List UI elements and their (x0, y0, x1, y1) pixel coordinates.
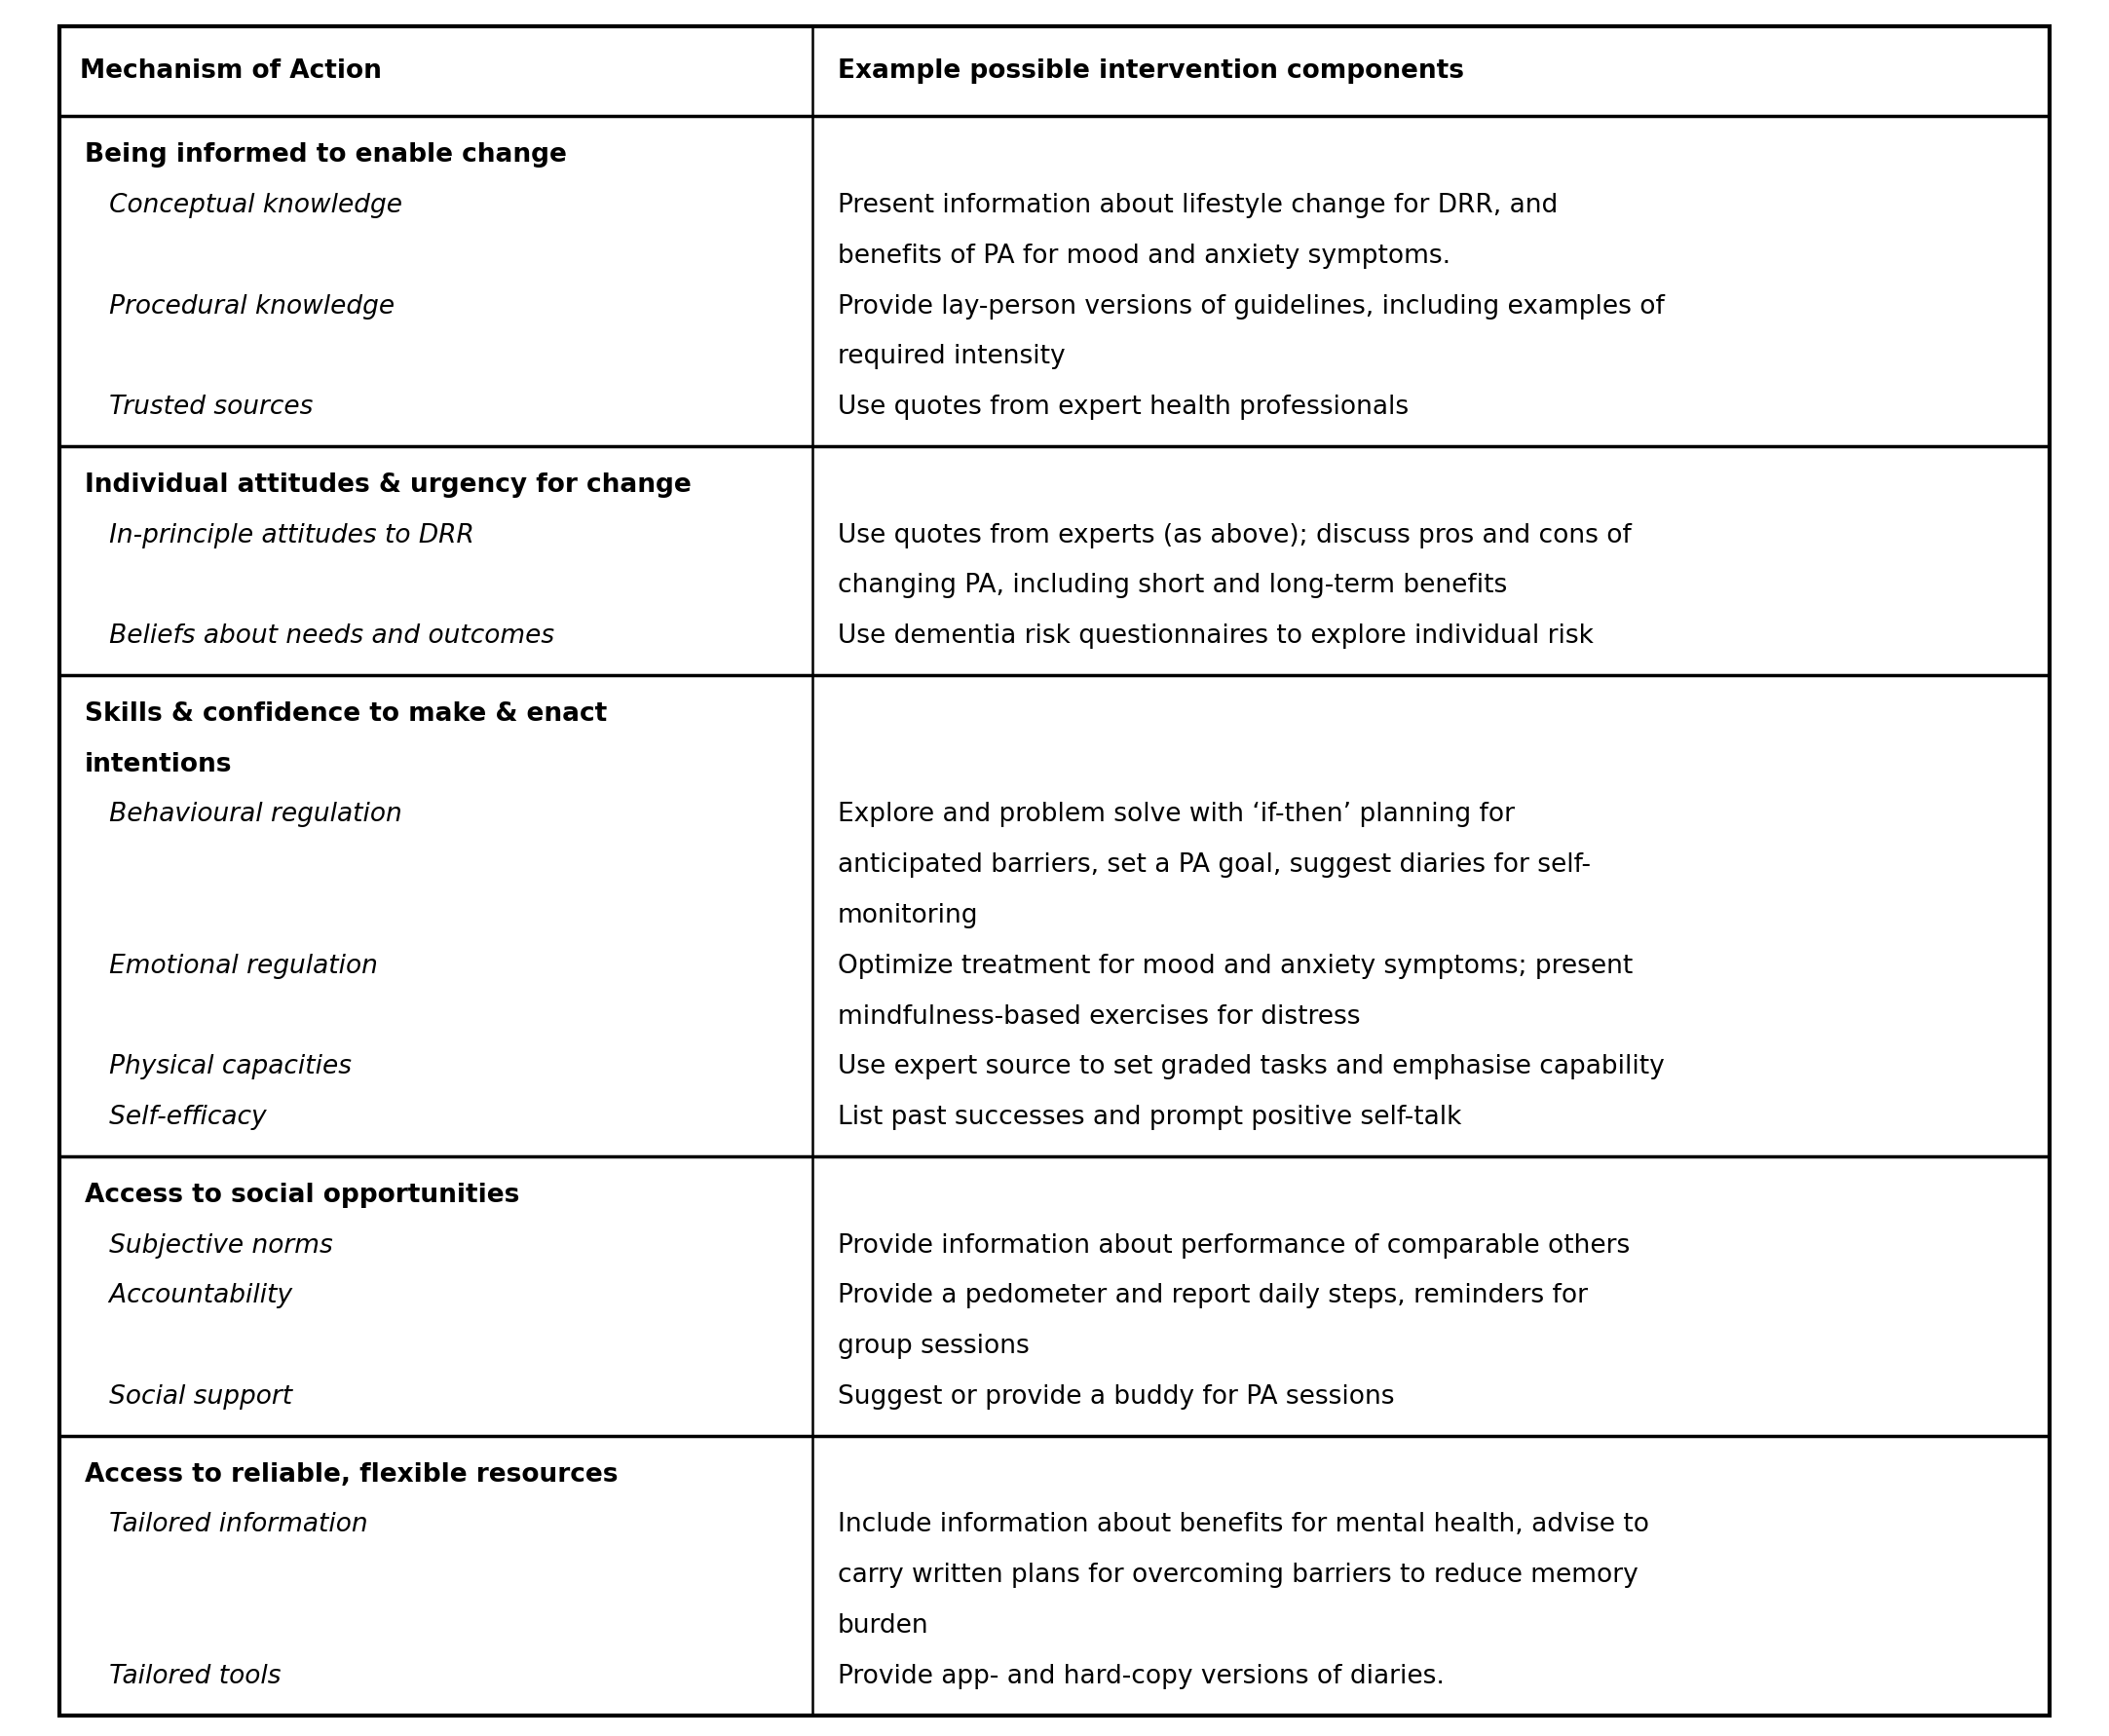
Text: Provide lay-person versions of guidelines, including examples of: Provide lay-person versions of guideline… (837, 293, 1664, 319)
Text: Present information about lifestyle change for DRR, and: Present information about lifestyle chan… (837, 193, 1556, 219)
Text: intentions: intentions (84, 752, 232, 778)
Text: Tailored tools: Tailored tools (84, 1663, 280, 1689)
Text: Beliefs about needs and outcomes: Beliefs about needs and outcomes (84, 623, 555, 649)
Text: Example possible intervention components: Example possible intervention components (837, 59, 1464, 83)
Text: Access to reliable, flexible resources: Access to reliable, flexible resources (84, 1462, 618, 1488)
Text: Being informed to enable change: Being informed to enable change (84, 142, 567, 168)
Text: Use quotes from experts (as above); discuss pros and cons of: Use quotes from experts (as above); disc… (837, 523, 1630, 549)
Text: Provide information about performance of comparable others: Provide information about performance of… (837, 1233, 1630, 1259)
Text: Use quotes from expert health professionals: Use quotes from expert health profession… (837, 394, 1409, 420)
Text: Individual attitudes & urgency for change: Individual attitudes & urgency for chang… (84, 472, 692, 498)
Text: Subjective norms: Subjective norms (84, 1233, 333, 1259)
Text: anticipated barriers, set a PA goal, suggest diaries for self-: anticipated barriers, set a PA goal, sug… (837, 852, 1590, 878)
Text: Tailored information: Tailored information (84, 1512, 367, 1538)
Text: In-principle attitudes to DRR: In-principle attitudes to DRR (84, 523, 475, 549)
Text: Conceptual knowledge: Conceptual knowledge (84, 193, 403, 219)
Text: Optimize treatment for mood and anxiety symptoms; present: Optimize treatment for mood and anxiety … (837, 953, 1632, 979)
Text: Accountability: Accountability (84, 1283, 291, 1309)
Text: Trusted sources: Trusted sources (84, 394, 312, 420)
Text: benefits of PA for mood and anxiety symptoms.: benefits of PA for mood and anxiety symp… (837, 243, 1451, 269)
Text: burden: burden (837, 1613, 928, 1639)
Text: Access to social opportunities: Access to social opportunities (84, 1182, 519, 1208)
Text: Provide a pedometer and report daily steps, reminders for: Provide a pedometer and report daily ste… (837, 1283, 1588, 1309)
Text: monitoring: monitoring (837, 903, 979, 929)
Text: changing PA, including short and long-term benefits: changing PA, including short and long-te… (837, 573, 1506, 599)
Text: Emotional regulation: Emotional regulation (84, 953, 378, 979)
Text: Behavioural regulation: Behavioural regulation (84, 802, 401, 828)
Text: group sessions: group sessions (837, 1333, 1029, 1359)
Text: Skills & confidence to make & enact: Skills & confidence to make & enact (84, 701, 607, 727)
Text: List past successes and prompt positive self-talk: List past successes and prompt positive … (837, 1104, 1462, 1130)
Text: mindfulness-based exercises for distress: mindfulness-based exercises for distress (837, 1003, 1360, 1029)
Text: Physical capacities: Physical capacities (84, 1054, 352, 1080)
Text: Social support: Social support (84, 1384, 291, 1410)
Text: Use dementia risk questionnaires to explore individual risk: Use dementia risk questionnaires to expl… (837, 623, 1592, 649)
Text: Self-efficacy: Self-efficacy (84, 1104, 266, 1130)
Text: Provide app- and hard-copy versions of diaries.: Provide app- and hard-copy versions of d… (837, 1663, 1445, 1689)
Text: Include information about benefits for mental health, advise to: Include information about benefits for m… (837, 1512, 1649, 1538)
Text: Explore and problem solve with ‘if-then’ planning for: Explore and problem solve with ‘if-then’… (837, 802, 1514, 828)
Text: Suggest or provide a buddy for PA sessions: Suggest or provide a buddy for PA sessio… (837, 1384, 1394, 1410)
Text: Procedural knowledge: Procedural knowledge (84, 293, 394, 319)
Text: required intensity: required intensity (837, 344, 1065, 370)
Text: Mechanism of Action: Mechanism of Action (80, 59, 382, 83)
Text: Use expert source to set graded tasks and emphasise capability: Use expert source to set graded tasks an… (837, 1054, 1664, 1080)
Text: carry written plans for overcoming barriers to reduce memory: carry written plans for overcoming barri… (837, 1562, 1639, 1588)
